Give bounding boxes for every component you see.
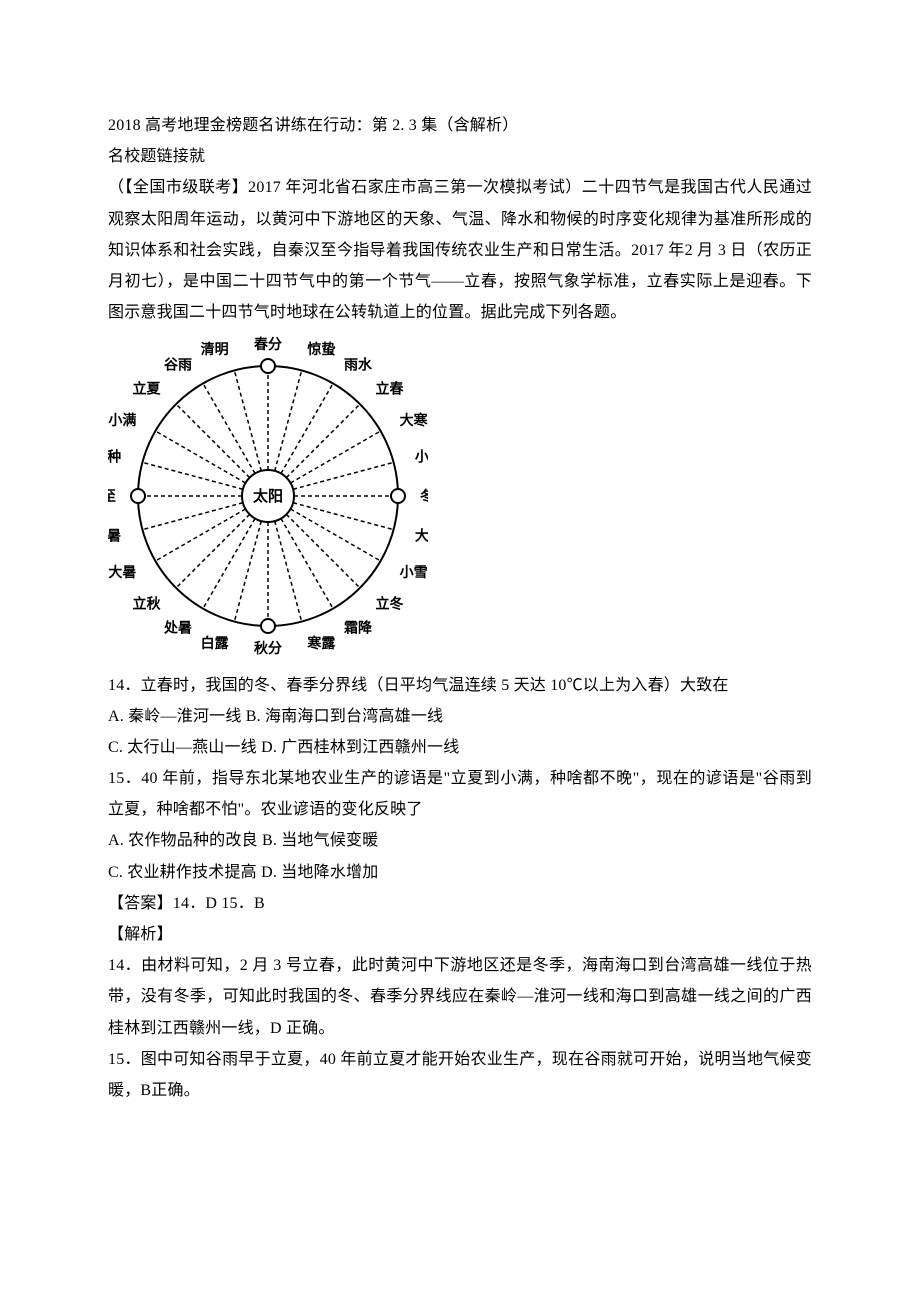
svg-text:小雪: 小雪 — [400, 564, 428, 581]
answer-line: 【答案】14．D 15．B — [108, 888, 812, 919]
svg-text:谷雨: 谷雨 — [164, 358, 192, 374]
svg-text:雨水: 雨水 — [344, 357, 373, 374]
svg-text:夏至: 夏至 — [108, 488, 116, 505]
svg-text:大寒: 大寒 — [400, 412, 428, 429]
question-15-options-ab: A. 农作物品种的改良 B. 当地气候变暖 — [108, 825, 812, 856]
svg-text:霜降: 霜降 — [343, 620, 373, 637]
svg-text:惊蛰: 惊蛰 — [306, 341, 335, 358]
solar-terms-diagram: 太阳 春分 惊蛰雨水立春大寒小寒冬至大雪小雪立冬霜降寒露 秋分 白露处暑立秋 大暑 小暑 夏至… — [108, 336, 812, 667]
document-page: 2018 高考地理金榜题名讲练在行动：第 2. 3 集（含解析） 名校题链接就 … — [0, 0, 920, 1302]
passage-1: （【全国市级联考】2017 年河北省石家庄市高三第一次模拟考试）二十四节气是我国… — [108, 172, 812, 328]
question-14-options-cd: C. 太行山—燕山一线 D. 广西桂林到江西赣州一线 — [108, 732, 812, 763]
question-14: 14．立春时，我国的冬、春季分界线（日平均气温连续 5 天达 10℃以上为入春）… — [108, 670, 812, 701]
solar-terms-svg: 太阳 春分 惊蛰雨水立春大寒小寒冬至大雪小雪立冬霜降寒露 秋分 白露处暑立秋 大暑 小暑 夏至… — [108, 336, 428, 656]
svg-text:立秋: 立秋 — [133, 596, 162, 613]
svg-text:大暑: 大暑 — [108, 564, 136, 581]
svg-text:太阳: 太阳 — [253, 487, 283, 505]
svg-text:春分: 春分 — [253, 336, 282, 353]
svg-text:芒种: 芒种 — [108, 449, 121, 466]
analysis-15: 15．图中可知谷雨早于立夏，40 年前立夏才能开始农业生产，现在谷雨就可开始，说… — [108, 1044, 812, 1106]
svg-text:立春: 立春 — [375, 381, 404, 398]
svg-text:立冬: 立冬 — [375, 596, 403, 613]
svg-text:立夏: 立夏 — [133, 381, 162, 398]
analysis-heading: 【解析】 — [108, 919, 812, 950]
doc-subtitle: 名校题链接就 — [108, 141, 812, 172]
svg-text:清明: 清明 — [201, 341, 229, 358]
svg-text:寒露: 寒露 — [307, 635, 336, 652]
analysis-14: 14．由材料可知，2 月 3 号立春，此时黄河中下游地区还是冬季，海南海口到台湾… — [108, 950, 812, 1044]
svg-text:小暑: 小暑 — [108, 529, 121, 545]
svg-text:白露: 白露 — [201, 635, 230, 652]
svg-text:秋分: 秋分 — [254, 640, 282, 656]
doc-title: 2018 高考地理金榜题名讲练在行动：第 2. 3 集（含解析） — [108, 110, 812, 141]
question-15: 15．40 年前，指导东北某地农业生产的谚语是"立夏到小满，种啥都不晚"，现在的… — [108, 763, 812, 825]
question-15-options-cd: C. 农业耕作技术提高 D. 当地降水增加 — [108, 857, 812, 888]
svg-text:处暑: 处暑 — [163, 620, 192, 637]
svg-text:大雪: 大雪 — [415, 528, 428, 545]
question-14-options-ab: A. 秦岭—淮河一线 B. 海南海口到台湾高雄一线 — [108, 701, 812, 732]
svg-text:小满: 小满 — [108, 412, 136, 429]
svg-text:冬至: 冬至 — [420, 488, 428, 505]
svg-text:小寒: 小寒 — [415, 449, 428, 466]
